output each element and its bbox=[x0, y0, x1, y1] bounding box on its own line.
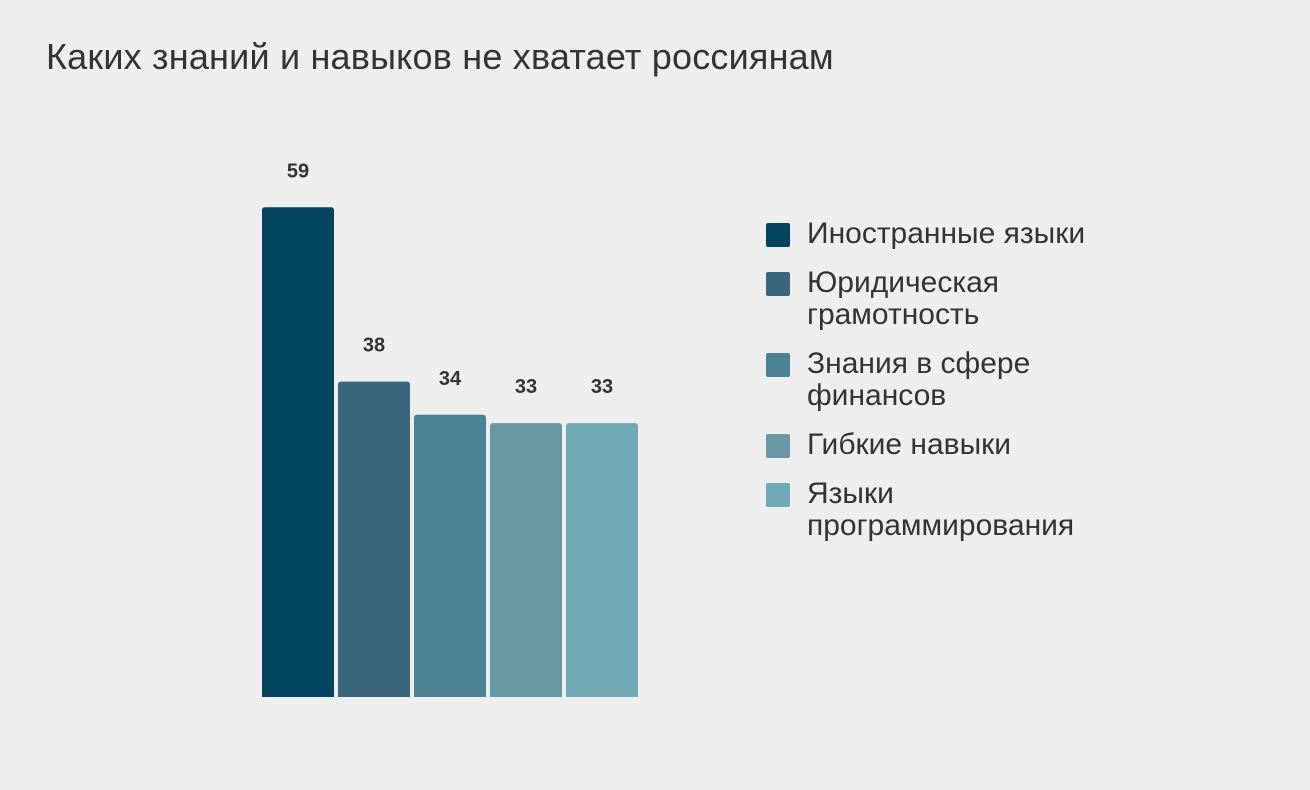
legend-item: Знания в сфере финансов bbox=[766, 348, 1186, 412]
bar-value-label: 34 bbox=[439, 368, 462, 390]
legend-item: Гибкие навыки bbox=[766, 429, 1186, 461]
legend-label: Знания в сфере финансов bbox=[807, 347, 1031, 412]
legend-item: Иностранные языки bbox=[766, 218, 1186, 250]
bar-4 bbox=[490, 423, 562, 697]
legend-label: Иностранные языки bbox=[807, 217, 1086, 250]
legend-swatch bbox=[766, 483, 790, 507]
legend-swatch bbox=[766, 223, 790, 247]
legend: Иностранные языки Юридическая грамотность… bbox=[766, 218, 1186, 559]
legend-swatch bbox=[766, 353, 790, 377]
legend-swatch bbox=[766, 272, 790, 296]
bar-1 bbox=[262, 207, 334, 698]
bar-5 bbox=[566, 423, 638, 697]
legend-label: Гибкие навыки bbox=[807, 428, 1012, 461]
bar-value-label: 33 bbox=[515, 376, 537, 398]
legend-label: Юридическая грамотность bbox=[807, 266, 1000, 331]
bar-value-label: 59 bbox=[287, 160, 309, 182]
legend-item: Юридическая грамотность bbox=[766, 267, 1186, 331]
chart-title: Каких знаний и навыков не хватает россия… bbox=[46, 36, 834, 77]
legend-swatch bbox=[766, 434, 790, 458]
legend-item: Языки программирования bbox=[766, 478, 1186, 542]
bar-2 bbox=[338, 381, 410, 697]
bar-value-label: 33 bbox=[591, 376, 613, 398]
bar-value-label: 38 bbox=[363, 335, 385, 357]
bar-3 bbox=[414, 414, 486, 697]
legend-label: Языки программирования bbox=[807, 477, 1075, 542]
